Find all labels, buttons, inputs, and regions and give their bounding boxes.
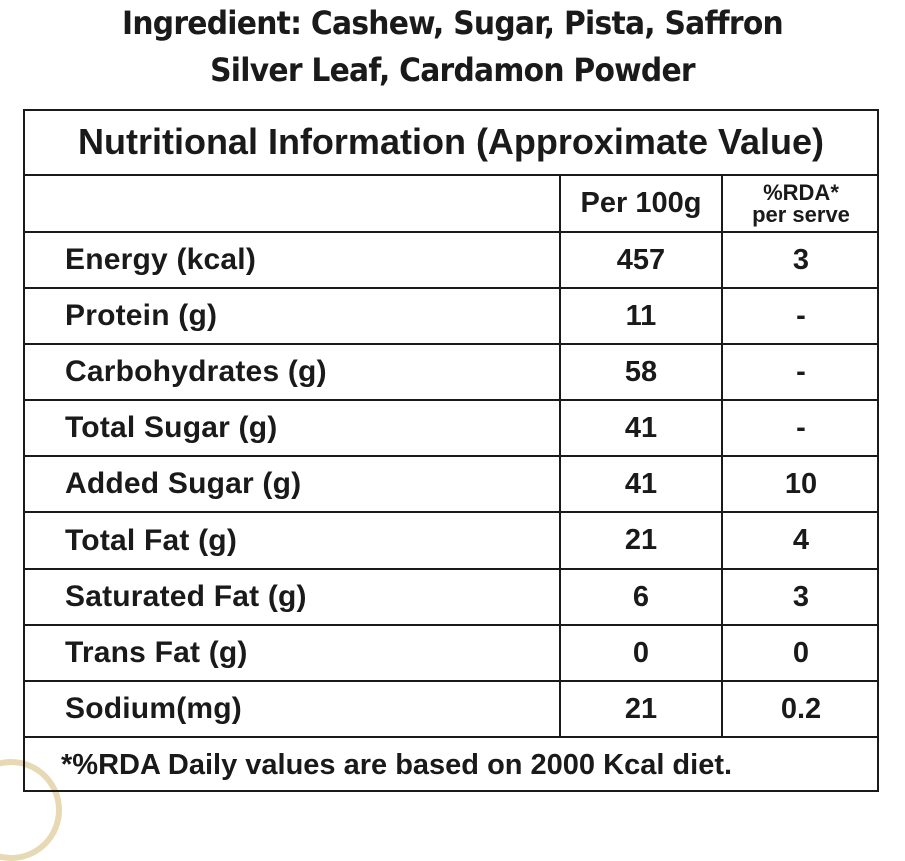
rda-value: 0.2 (780, 692, 822, 725)
header-rda: %RDA* per serve (723, 176, 879, 231)
row-divider (25, 680, 877, 682)
nutrient-name: Total Sugar (g) (65, 411, 278, 444)
table-title: Nutritional Information (Approximate Val… (77, 121, 825, 162)
row-divider (25, 455, 877, 457)
per-100g-value: 6 (632, 580, 650, 613)
header-rda-line-2: per serve (752, 201, 850, 227)
nutrient-name: Saturated Fat (g) (65, 580, 307, 613)
rule-under-title (25, 174, 877, 176)
nutrient-name: Protein (g) (65, 299, 218, 332)
per-100g-value: 21 (624, 692, 658, 725)
nutrient-name: Added Sugar (g) (65, 467, 302, 500)
header-rda-line-1: %RDA* (763, 179, 839, 205)
rule-under-header (25, 231, 877, 233)
rda-value: 3 (792, 243, 810, 276)
per-100g-value: 41 (624, 411, 658, 444)
per-100g-value: 11 (625, 299, 657, 332)
ingredients-text: Ingredient: Cashew, Sugar, Pista, Saffro… (32, 0, 874, 94)
rda-value: 10 (784, 467, 818, 500)
ingredients-line-2: Silver Leaf, Cardamon Powder (210, 51, 695, 89)
rda-value: - (796, 355, 806, 388)
header-per-100g: Per 100g (580, 187, 702, 219)
nutrient-name: Carbohydrates (g) (65, 355, 327, 388)
nutrient-name: Energy (kcal) (65, 243, 257, 276)
rda-value: 3 (792, 580, 810, 613)
nutrient-name: Trans Fat (g) (65, 636, 248, 669)
per-100g-value: 0 (632, 636, 650, 669)
rda-value: - (796, 299, 806, 332)
column-divider-2 (721, 174, 723, 738)
per-100g-value: 41 (624, 467, 658, 500)
row-divider (25, 568, 877, 570)
rda-value: 4 (792, 524, 810, 556)
per-100g-value: 58 (624, 355, 658, 388)
row-divider (25, 624, 877, 626)
rda-value: 0 (792, 636, 810, 669)
nutrient-name: Total Fat (g) (65, 523, 238, 557)
row-divider (25, 511, 877, 513)
nutrition-table: Nutritional Information (Approximate Val… (23, 109, 879, 792)
row-divider (25, 287, 877, 289)
row-divider (25, 343, 877, 345)
rda-value: - (796, 411, 806, 444)
rda-footnote: *%RDA Daily values are based on 2000 Kca… (61, 748, 733, 781)
column-divider-1 (559, 174, 561, 738)
nutrient-name: Sodium(mg) (65, 692, 242, 725)
row-divider (25, 399, 877, 401)
per-100g-value: 457 (616, 243, 666, 276)
per-100g-value: 21 (624, 524, 658, 556)
ingredients-line-1: Ingredient: Cashew, Sugar, Pista, Saffro… (122, 4, 784, 42)
rule-above-footnote (25, 736, 877, 738)
